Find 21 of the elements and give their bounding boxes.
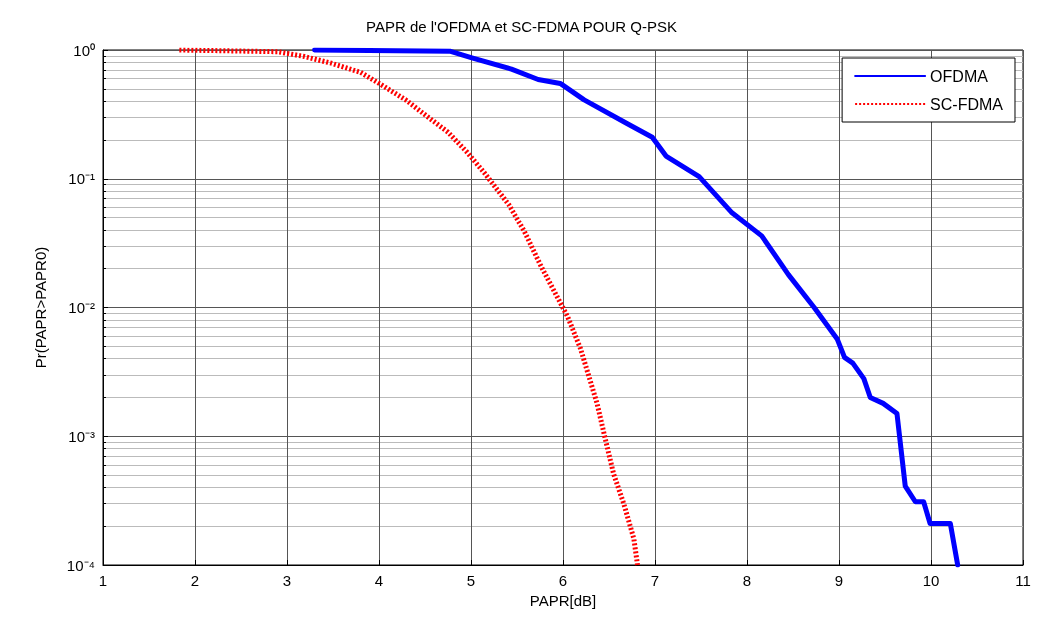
x-axis-title: PAPR[dB] bbox=[529, 592, 597, 609]
x-tick-label: 1 bbox=[98, 572, 108, 589]
legend-label: OFDMA bbox=[930, 67, 989, 85]
y-axis-title: Pr(PAPR>PAPR0) bbox=[32, 246, 49, 369]
chart-title: PAPR de l'OFDMA et SC-FDMA POUR Q-PSK bbox=[366, 18, 677, 35]
x-tick-label: 11 bbox=[1015, 572, 1031, 589]
x-tick-label: 9 bbox=[834, 572, 844, 589]
x-tick-label: 10 bbox=[922, 572, 940, 589]
x-tick-label: 4 bbox=[374, 572, 384, 589]
y-tick-label: 10⁻³ bbox=[68, 427, 95, 445]
x-tick-label: 5 bbox=[466, 572, 476, 589]
y-tick-label: 10⁻¹ bbox=[68, 170, 95, 188]
x-tick-label: 2 bbox=[190, 572, 200, 589]
y-tick-label: 10⁰ bbox=[73, 41, 95, 59]
legend-label: SC-FDMA bbox=[930, 95, 1004, 113]
x-tick-label: 7 bbox=[650, 572, 660, 589]
y-tick-label: 10⁻⁴ bbox=[66, 556, 95, 574]
x-tick-label: 6 bbox=[558, 572, 568, 589]
y-tick-label: 10⁻² bbox=[68, 299, 95, 316]
x-tick-label: 3 bbox=[282, 572, 292, 589]
x-tick-label: 8 bbox=[742, 572, 752, 589]
